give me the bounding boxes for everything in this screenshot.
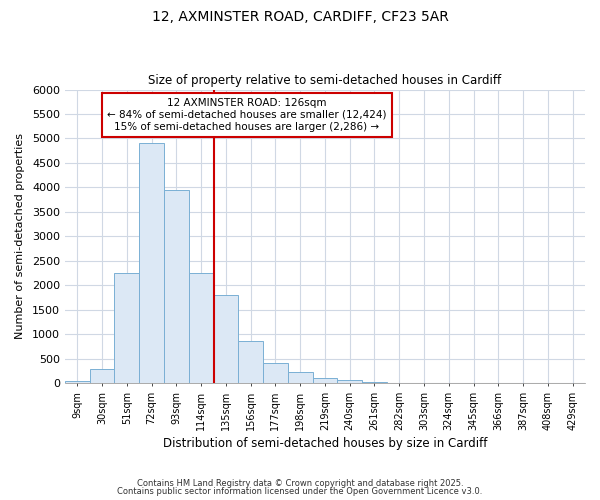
Text: Contains HM Land Registry data © Crown copyright and database right 2025.: Contains HM Land Registry data © Crown c… (137, 478, 463, 488)
Bar (214, 295, 238, 383)
Bar (115, 273, 139, 383)
Bar (65, 380, 89, 383)
Bar (313, 378, 337, 383)
Bar (238, 342, 263, 383)
Bar (89, 370, 115, 383)
Text: Contains public sector information licensed under the Open Government Licence v3: Contains public sector information licen… (118, 487, 482, 496)
Bar (164, 190, 189, 383)
Text: 12 AXMINSTER ROAD: 126sqm
← 84% of semi-detached houses are smaller (12,424)
15%: 12 AXMINSTER ROAD: 126sqm ← 84% of semi-… (107, 98, 387, 132)
Bar (263, 364, 288, 383)
X-axis label: Distribution of semi-detached houses by size in Cardiff: Distribution of semi-detached houses by … (163, 437, 487, 450)
Bar (288, 372, 313, 383)
Title: Size of property relative to semi-detached houses in Cardiff: Size of property relative to semi-detach… (148, 74, 502, 87)
Bar (189, 273, 214, 383)
Bar (337, 380, 362, 383)
Bar (362, 382, 387, 383)
Y-axis label: Number of semi-detached properties: Number of semi-detached properties (15, 134, 25, 340)
Text: 12, AXMINSTER ROAD, CARDIFF, CF23 5AR: 12, AXMINSTER ROAD, CARDIFF, CF23 5AR (152, 10, 448, 24)
Bar (139, 144, 164, 383)
